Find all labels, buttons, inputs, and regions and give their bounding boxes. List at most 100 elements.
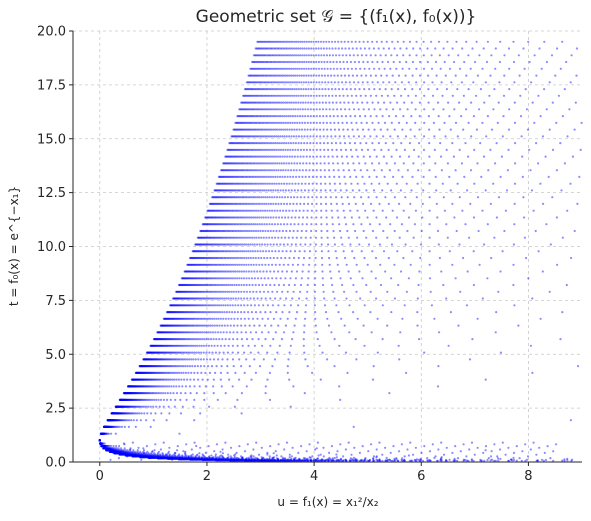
scatter-point [308,189,310,191]
scatter-point [240,325,242,327]
scatter-point [194,365,196,367]
scatter-point [339,183,341,185]
scatter-point [236,325,238,327]
scatter-point [277,142,279,144]
scatter-point [494,68,496,70]
scatter-point [274,237,276,239]
scatter-point [337,75,339,77]
scatter-point [348,108,350,110]
scatter-point [514,122,516,124]
scatter-point [312,162,314,164]
scatter-point [252,250,254,252]
scatter-point [373,108,375,110]
scatter-point [352,129,354,131]
scatter-point [289,176,291,178]
scatter-point [325,102,327,104]
scatter-point [240,102,242,104]
scatter-point [207,365,209,367]
scatter-point [337,311,339,313]
scatter-point [296,196,298,198]
scatter-point [269,210,271,212]
scatter-point [186,379,188,381]
scatter-point [423,162,425,164]
scatter-point [316,115,318,117]
scatter-point [282,230,284,232]
scatter-point [470,102,472,104]
scatter-point [534,54,536,56]
scatter-point [447,102,449,104]
scatter-point [283,183,285,185]
scatter-point [405,243,407,245]
scatter-point [283,243,285,245]
scatter-point [163,399,165,401]
scatter-point [276,243,278,245]
scatter-point [552,102,554,104]
scatter-point [252,318,254,320]
scatter-point [293,223,295,225]
scatter-point [354,115,356,117]
scatter-point [242,95,244,97]
scatter-point [268,223,270,225]
scatter-point [346,61,348,63]
scatter-point [437,230,439,232]
scatter-point [381,189,383,191]
scatter-point [224,291,226,293]
scatter-point [257,223,259,225]
scatter-point [313,122,315,124]
scatter-point [357,183,359,185]
scatter-point [297,223,299,225]
scatter-point [278,183,280,185]
scatter-point [447,162,449,164]
scatter-point [313,88,315,90]
scatter-point [385,216,387,218]
scatter-point [350,88,352,90]
scatter-point [217,358,219,360]
scatter-point [339,142,341,144]
scatter-point [296,169,298,171]
scatter-point [216,325,218,327]
scatter-point [291,183,293,185]
scatter-point [397,135,399,137]
scatter-point [332,162,334,164]
scatter-point [335,304,337,306]
scatter-point [321,88,323,90]
scatter-point [428,115,430,117]
scatter-point [360,223,362,225]
scatter-point [291,297,293,299]
scatter-point [251,237,253,239]
scatter-point [574,129,576,131]
scatter-point [464,223,466,225]
scatter-point [462,257,464,259]
scatter-point [231,284,233,286]
scatter-point [241,270,243,272]
scatter-point [238,284,240,286]
scatter-point [258,210,260,212]
scatter-point [396,102,398,104]
scatter-point [429,223,431,225]
scatter-point [276,162,278,164]
scatter-point [320,379,322,381]
scatter-point [497,291,499,293]
scatter-point [203,399,205,401]
scatter-point [312,176,314,178]
scatter-point [269,156,271,158]
scatter-point [243,277,245,279]
scatter-point [308,68,310,70]
scatter-point [566,210,568,212]
scatter-point [293,68,295,70]
scatter-point [135,426,137,428]
scatter-point [560,189,562,191]
scatter-point [336,108,338,110]
scatter-point [203,338,205,340]
scatter-point [428,183,430,185]
scatter-point [323,135,325,137]
scatter-point [459,68,461,70]
scatter-point [290,135,292,137]
scatter-point [211,196,213,198]
scatter-point [294,284,296,286]
scatter-point [253,270,255,272]
scatter-point [308,47,310,49]
scatter-point [369,223,371,225]
scatter-point [549,81,551,83]
scatter-point [313,61,315,63]
